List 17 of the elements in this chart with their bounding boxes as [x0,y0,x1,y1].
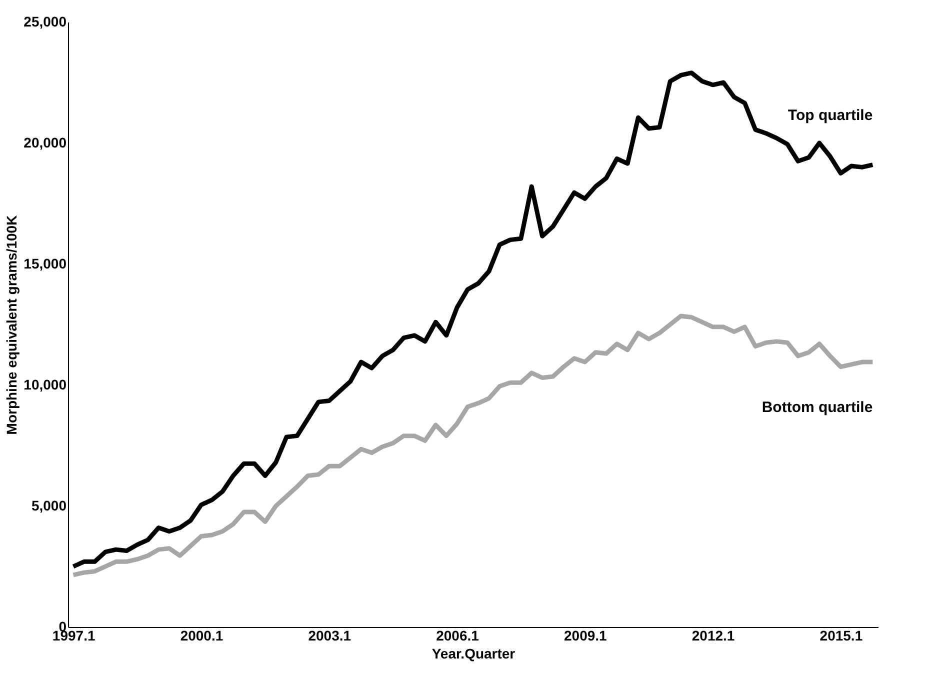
x-tick-label: 2009.1 [564,628,608,644]
x-tick-label: 2000.1 [180,628,224,644]
x-tick-label: 2015.1 [820,628,863,644]
text: Bottom quartile [762,399,873,416]
x-tick-label: 2003.1 [308,628,352,644]
x-tick-label: 2012.1 [692,628,735,644]
x-tick-label: 2006.1 [436,628,480,644]
y-tick-label: 5,000 [31,498,67,514]
x-axis-title: Year.Quarter [432,646,516,662]
line-series [71,314,875,578]
series-label: Top quartile [788,106,873,124]
y-tick-label: 25,000 [24,14,67,30]
y-axis-title: Morphine equivalent grams/100K [4,215,20,435]
y-tick-label: 15,000 [24,256,67,272]
y-tick-label: 20,000 [24,134,67,150]
line-series [71,70,875,569]
y-tick-label: 10,000 [24,376,67,392]
